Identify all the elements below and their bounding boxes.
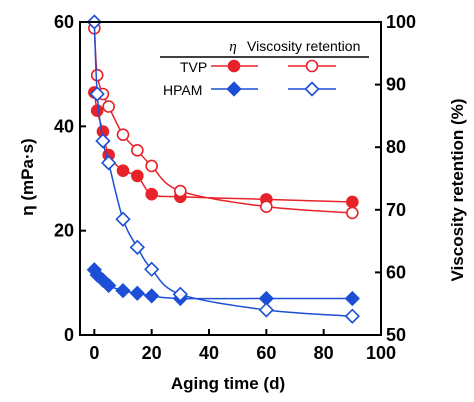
point-hpam-retention [258,302,274,318]
y-right-tick-label: 90 [386,75,406,95]
point-hpam-retention [144,261,160,277]
point-tvp-eta [116,164,130,177]
y-right-tick-label: 60 [386,262,406,282]
x-tick-label: 20 [142,343,162,363]
point-hpam-retention [101,155,117,171]
point-hpam-retention [129,239,145,255]
tick-layer: 0 20 40 60 80 100 0 20 40 60 50 60 70 80 90 100 [54,12,416,363]
series-hpam-eta [86,262,360,307]
legend-header-eta: η [229,39,236,55]
series-layer [86,14,360,324]
legend-header-retention: Viscosity retention [247,38,360,54]
point-hpam-eta [129,285,145,301]
legend-marker-hpam-retention [304,81,320,97]
point-hpam-eta [144,288,160,304]
series-hpam-retention [86,14,360,324]
y-right-tick-label: 80 [386,137,406,157]
point-hpam-retention [115,211,131,227]
point-tvp-retention [346,206,359,220]
point-tvp-eta [90,104,104,117]
point-hpam-retention [95,133,111,149]
point-hpam-eta [344,290,360,307]
y-left-tick-label: 20 [54,221,74,241]
y-left-tick-label: 60 [54,12,74,32]
legend-marker-tvp-eta [227,59,241,73]
y-left-tick-label: 0 [64,325,74,345]
x-tick-label: 40 [199,343,219,363]
point-hpam-eta [115,283,131,299]
point-hpam-eta [101,277,117,294]
point-tvp-retention [174,184,187,198]
point-hpam-retention [344,308,360,324]
point-tvp-eta [131,169,144,183]
x-tick-label: 100 [366,343,396,363]
plot-frame [79,21,382,336]
x-axis-label: Aging time (d) [171,374,285,393]
point-tvp-retention [145,159,158,173]
y-left-tick-label: 40 [54,116,74,136]
legend-swatches [211,59,336,97]
x-tick-label: 0 [89,343,99,363]
legend-marker-hpam-eta [226,81,242,97]
y-right-tick-label: 100 [386,12,416,32]
legend-marker-tvp-retention [305,59,319,73]
point-hpam-retention [89,86,105,102]
x-tick-label: 80 [314,343,334,363]
x-tick-label: 60 [256,343,276,363]
point-tvp-eta [346,195,359,209]
series-line-hpam-retention [93,21,353,317]
point-tvp-retention [102,100,115,113]
legend-label-tvp: TVP [180,59,207,75]
point-tvp-retention [131,144,144,157]
y-right-tick-label: 70 [386,200,406,220]
point-hpam-retention [172,286,188,302]
point-tvp-retention [260,200,273,213]
y-axis-left-label: η (mPa·s) [18,138,37,215]
point-tvp-retention [116,128,130,141]
point-tvp-retention [90,68,104,82]
legend: η Viscosity retention TVP HPAM [160,38,369,98]
legend-label-hpam: HPAM [163,82,202,98]
y-right-tick-label: 50 [386,325,406,345]
y-axis-right-label: Viscosity retention (%) [448,99,467,282]
point-tvp-eta [145,187,158,201]
